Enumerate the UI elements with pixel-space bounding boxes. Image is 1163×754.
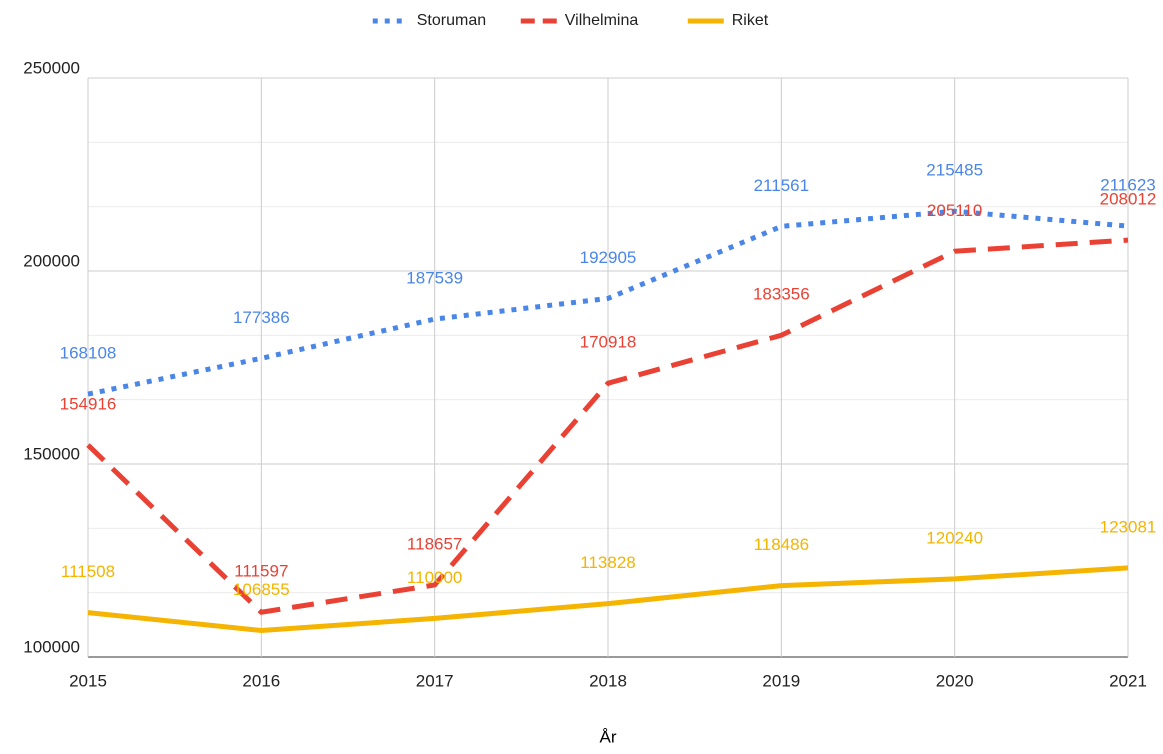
data-label: 211561 bbox=[754, 176, 809, 195]
data-label: 168108 bbox=[60, 344, 117, 363]
x-tick-label: 2016 bbox=[242, 671, 280, 690]
data-label: 192905 bbox=[580, 248, 637, 267]
x-tick-label: 2017 bbox=[416, 671, 454, 690]
legend-label: Riket bbox=[732, 12, 769, 29]
x-tick-label: 2020 bbox=[936, 671, 974, 690]
data-label: 120240 bbox=[926, 528, 983, 547]
data-label: 170918 bbox=[580, 333, 637, 352]
x-tick-label: 2021 bbox=[1109, 671, 1147, 690]
data-label: 113828 bbox=[580, 553, 635, 572]
data-label: 111508 bbox=[61, 562, 115, 581]
y-tick-label: 100000 bbox=[23, 637, 80, 656]
x-tick-label: 2019 bbox=[762, 671, 800, 690]
data-label: 154916 bbox=[60, 395, 117, 414]
data-label: 118657 bbox=[407, 534, 462, 553]
x-tick-label: 2015 bbox=[69, 671, 107, 690]
legend-label: Storuman bbox=[417, 12, 486, 29]
data-label: 211623 bbox=[1100, 176, 1155, 195]
series-line bbox=[87, 565, 1129, 634]
data-label: 187539 bbox=[406, 269, 463, 288]
series-line bbox=[87, 208, 1129, 397]
legend-label: Vilhelmina bbox=[565, 12, 639, 29]
y-tick-label: 150000 bbox=[23, 444, 80, 463]
y-tick-label: 200000 bbox=[23, 251, 80, 270]
data-label: 183356 bbox=[753, 285, 810, 304]
data-label: 118486 bbox=[754, 535, 809, 554]
data-label: 106855 bbox=[233, 580, 290, 599]
data-label: 205110 bbox=[927, 201, 982, 220]
data-label: 111597 bbox=[234, 562, 288, 581]
data-label: 208012 bbox=[1100, 190, 1157, 209]
data-label: 110000 bbox=[407, 568, 462, 587]
data-label: 177386 bbox=[233, 308, 290, 327]
y-tick-label: 250000 bbox=[23, 58, 80, 77]
data-label: 123081 bbox=[1100, 517, 1157, 536]
x-tick-label: 2018 bbox=[589, 671, 627, 690]
series-line bbox=[86, 237, 1129, 615]
data-label: 215485 bbox=[926, 161, 983, 180]
x-axis-title: År bbox=[600, 727, 617, 746]
